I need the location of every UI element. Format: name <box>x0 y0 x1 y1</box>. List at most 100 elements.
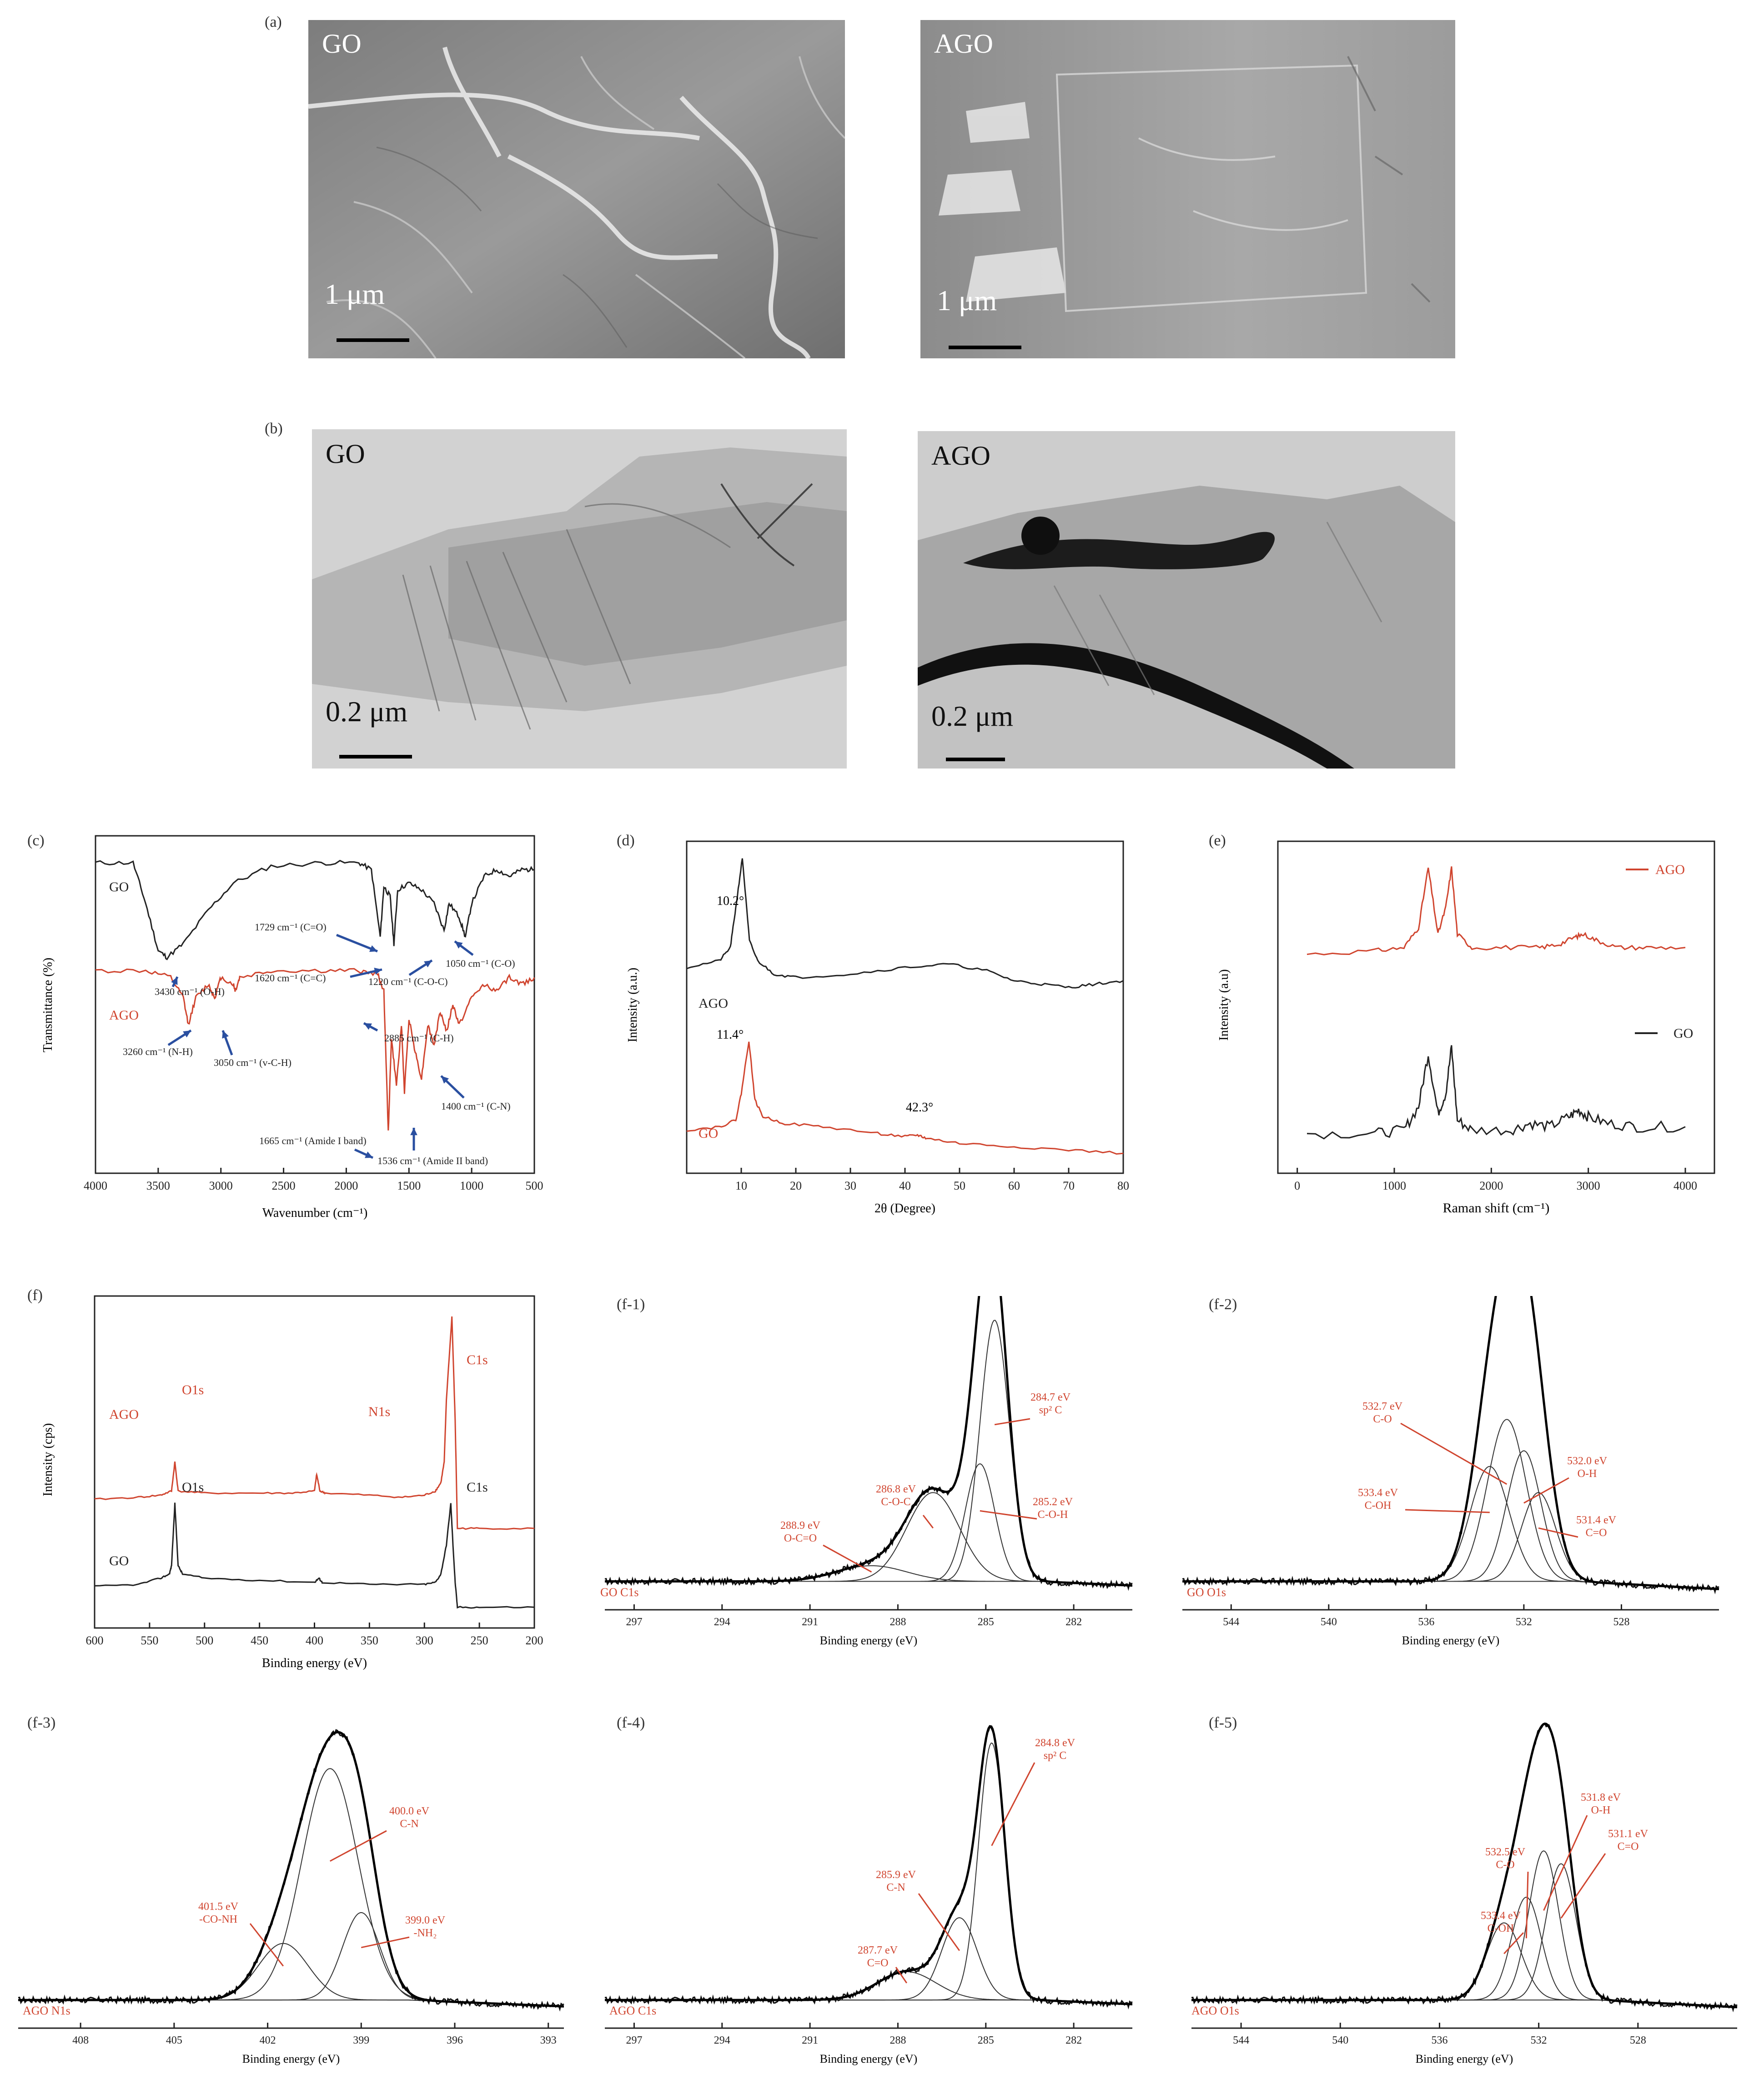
panel-label-e: (e) <box>1209 832 1226 849</box>
component-assignment-label: C-OH <box>1365 1500 1392 1512</box>
plot-frame <box>686 840 1124 1174</box>
series-line-go <box>1307 1045 1686 1140</box>
x-axis-label: Binding energy (eV) <box>820 2052 918 2065</box>
tem-ago-scale-text: 0.2 μm <box>931 700 1014 732</box>
component-energy-label: 533.4 eV <box>1481 1910 1521 1922</box>
peak-annotation: 1050 cm⁻¹ (C-O) <box>446 958 515 969</box>
component-assignment-label: C-O-H <box>1038 1509 1068 1521</box>
series-line-ago <box>686 858 1124 989</box>
peak-annotation: 3050 cm⁻¹ (v-C-H) <box>214 1057 291 1068</box>
component-leader-line <box>823 1544 872 1573</box>
x-axis-label: Raman shift (cm⁻¹) <box>1443 1201 1550 1216</box>
fit-component <box>1191 1850 1738 2008</box>
raw-spectrum <box>18 1729 564 2012</box>
x-tick-label: 282 <box>1065 1616 1082 1628</box>
component-energy-label: 285.2 eV <box>1033 1496 1073 1508</box>
component-energy-label: 400.0 eV <box>389 1805 430 1817</box>
component-leader-line <box>895 1967 908 1984</box>
component-assignment-label: C-OH <box>1488 1923 1514 1934</box>
component-energy-label: 401.5 eV <box>198 1901 239 1913</box>
component-energy-label: 531.8 eV <box>1581 1792 1621 1804</box>
x-tick-label: 4000 <box>1674 1179 1697 1192</box>
chart-svg-f-4: 297 294 291 288 285 282 Binding energy (eV) AGO… <box>604 1725 1133 2065</box>
component-leader-line <box>361 1936 410 1949</box>
series-label-go: GO <box>109 1553 129 1568</box>
annotation-arrowhead <box>183 1030 191 1038</box>
x-tick-label: 4000 <box>84 1179 107 1192</box>
series-line-ago <box>94 1316 535 1530</box>
component-energy-label: 532.5 eV <box>1485 1846 1526 1858</box>
x-tick-label: 400 <box>306 1634 323 1647</box>
panel-label-f5: (f-5) <box>1209 1714 1237 1731</box>
fit-component <box>605 1320 1133 1586</box>
x-tick-label: 285 <box>978 2035 994 2046</box>
ftir-chart: 4000 3500 3000 2500 2000 1500 1000 500 Wavenumbe… <box>18 832 568 1241</box>
legend-label-go: GO <box>1674 1026 1693 1041</box>
x-tick-label: 536 <box>1418 1616 1434 1628</box>
annotation-arrowhead <box>441 1076 449 1084</box>
x-axis-label: Binding energy (eV) <box>1416 2052 1513 2065</box>
component-energy-label: 287.7 eV <box>858 1944 898 1956</box>
x-tick-label: 297 <box>626 1616 642 1628</box>
chart-svg-f-3: 408 405 402 399 396 393 Binding energy (eV) AGO… <box>18 1729 564 2065</box>
x-tick-label: 300 <box>416 1634 433 1647</box>
x-tick-label: 2500 <box>272 1179 296 1192</box>
tem-ago-image: AGO 0.2 μm <box>918 431 1455 769</box>
x-tick-label: 540 <box>1321 1616 1337 1628</box>
annotation-arrowhead <box>455 941 463 949</box>
x-tick-label: 536 <box>1431 2035 1447 2046</box>
x-tick-label: 3000 <box>1577 1179 1600 1192</box>
chart-svg-f-2: 544 540 536 532 528 Binding energy (eV) GO O1s… <box>1182 1232 1719 1647</box>
x-tick-label: 291 <box>802 1616 818 1628</box>
raman-chart: 0 1000 2000 3000 4000 Raman shift (cm⁻¹) Inten… <box>1201 832 1746 1241</box>
x-tick-label: 40 <box>899 1179 911 1192</box>
x-tick-label: 528 <box>1630 2035 1646 2046</box>
chart-svg-d: 10 20 30 40 50 60 70 80 2θ (Degree) Intensity (a.… <box>626 840 1129 1216</box>
panel-label-b: (b) <box>265 420 283 437</box>
xps-go-o1s-chart: 544 540 536 532 528 Binding energy (eV) GO O1s… <box>1173 1232 1746 1673</box>
component-assignment-label: O-H <box>1578 1468 1597 1480</box>
x-axis-label: Wavenumber (cm⁻¹) <box>262 1206 368 1220</box>
x-tick-label: 405 <box>166 2035 182 2046</box>
component-assignment-label: O-C=O <box>784 1532 817 1544</box>
y-axis-label: Intensity (a.u) <box>1217 969 1231 1040</box>
tem-go-label: GO <box>326 439 365 469</box>
raw-spectrum <box>1182 1232 1719 1594</box>
x-tick-label: 450 <box>251 1634 268 1647</box>
peak-annotation: 1220 cm⁻¹ (C-O-C) <box>368 976 448 987</box>
component-assignment-label: C=O <box>1586 1527 1607 1539</box>
x-tick-label: 50 <box>954 1179 965 1192</box>
peak-label: 10.2° <box>717 894 744 908</box>
panel-label-f2: (f-2) <box>1209 1296 1237 1313</box>
component-assignment-label: C-O <box>1496 1859 1514 1871</box>
x-tick-label: 80 <box>1117 1179 1129 1192</box>
fit-envelope <box>605 1230 1133 1587</box>
component-energy-label: 533.4 eV <box>1358 1487 1398 1499</box>
tem-ago-scale-bar <box>946 758 1005 761</box>
fit-component <box>1182 1466 1719 1590</box>
x-tick-label: 544 <box>1233 2035 1249 2046</box>
x-tick-label: 1000 <box>460 1179 483 1192</box>
x-tick-label: 70 <box>1063 1179 1075 1192</box>
sem-ago-scale-text: 1 μm <box>937 284 997 317</box>
raw-spectrum <box>604 1230 1133 1591</box>
series-line-ago <box>95 968 535 1130</box>
chart-svg-f: 600 550 500 450 400 350 300 250 200 Binding energ… <box>41 1295 543 1670</box>
peak-annotation: 1620 cm⁻¹ (C=C) <box>255 972 326 984</box>
x-tick-label: 1500 <box>397 1179 421 1192</box>
chart-svg-c: 4000 3500 3000 2500 2000 1500 1000 500 Wavenumbe… <box>41 835 543 1220</box>
annotation-arrowhead <box>410 1128 417 1135</box>
chart-svg-f-5: 544 540 536 532 528 Binding energy (eV) AGO O1… <box>1191 1722 1738 2065</box>
fit-envelope <box>1182 1234 1719 1590</box>
sem-ago-scale-bar <box>949 346 1021 349</box>
x-tick-label: 288 <box>890 1616 906 1628</box>
panel-label-a: (a) <box>265 14 282 30</box>
sem-go-scale-bar <box>337 338 409 342</box>
sem-ago-label: AGO <box>934 29 993 59</box>
x-tick-label: 10 <box>735 1179 747 1192</box>
x-tick-label: 532 <box>1516 1616 1532 1628</box>
x-tick-label: 544 <box>1223 1616 1239 1628</box>
y-axis-label: Intensity (cps) <box>41 1423 55 1497</box>
x-tick-label: 528 <box>1613 1616 1629 1628</box>
component-energy-label: 288.9 eV <box>780 1520 821 1532</box>
